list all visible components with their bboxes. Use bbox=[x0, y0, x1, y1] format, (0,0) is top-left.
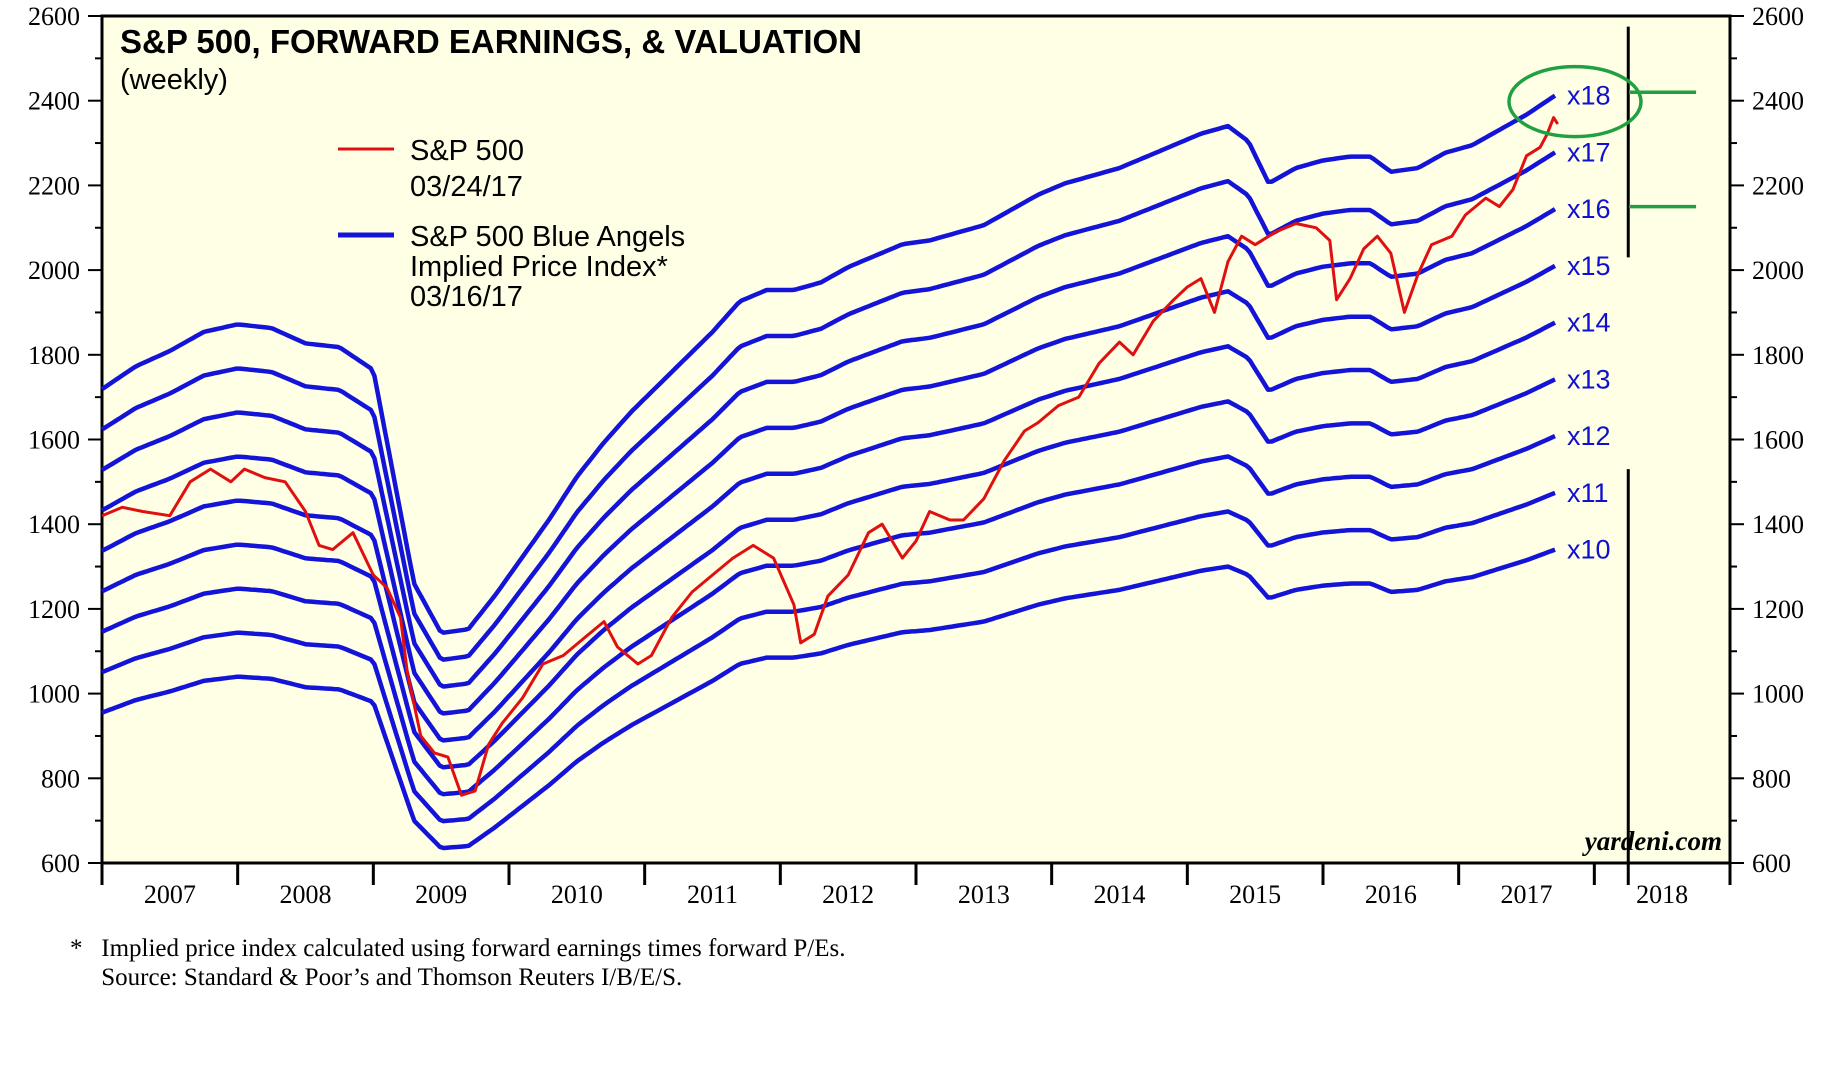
blue-angels-line-x16 bbox=[100, 207, 1557, 689]
multiple-label-x12: x12 bbox=[1567, 421, 1611, 451]
legend-label-blue-angels: S&P 500 Blue Angels bbox=[410, 221, 685, 253]
multiple-label-x15: x15 bbox=[1567, 251, 1611, 281]
plot-area bbox=[100, 14, 1732, 865]
y-tick-label-right: 1600 bbox=[1752, 426, 1804, 455]
multiple-label-x13: x13 bbox=[1567, 364, 1611, 394]
y-tick-label-left: 1600 bbox=[28, 426, 80, 455]
y-tick-label-right: 1800 bbox=[1752, 341, 1804, 370]
blue-angels-line-x12 bbox=[101, 434, 1556, 797]
y-tick-label-right: 600 bbox=[1752, 849, 1791, 878]
y-tick-label-right: 2000 bbox=[1752, 256, 1804, 285]
y-tick-label-left: 1000 bbox=[28, 680, 80, 709]
y-tick-label-left: 1400 bbox=[28, 510, 80, 539]
y-tick-label-right: 2400 bbox=[1752, 87, 1804, 116]
blue-angels-line-x14 bbox=[100, 320, 1557, 743]
footnote-1: * Implied price index calculated using f… bbox=[70, 935, 846, 962]
chart-subtitle: (weekly) bbox=[120, 64, 228, 96]
watermark: yardeni.com bbox=[1582, 826, 1722, 856]
multiple-label-x16: x16 bbox=[1567, 194, 1611, 224]
y-tick-label-right: 1000 bbox=[1752, 680, 1804, 709]
legend-date-sp500: 03/24/17 bbox=[410, 171, 523, 203]
x-tick-label: 2010 bbox=[551, 880, 603, 909]
y-tick-label-left: 1800 bbox=[28, 341, 80, 370]
y-tick-label-left: 2200 bbox=[28, 171, 80, 200]
multiple-label-x10: x10 bbox=[1567, 535, 1611, 565]
blue-angels-lines: x10 x11 x12 x13 x14 x15 x16 x17 x18 bbox=[100, 81, 1611, 851]
blue-angels-line-x13 bbox=[101, 377, 1556, 770]
sp500-line-group bbox=[101, 116, 1559, 797]
blue-angels-line-x15 bbox=[100, 263, 1557, 716]
chart-title: S&P 500, FORWARD EARNINGS, & VALUATION bbox=[120, 23, 862, 60]
footnote-2: Source: Standard & Poor’s and Thomson Re… bbox=[70, 964, 683, 991]
y-tick-label-left: 1200 bbox=[28, 595, 80, 624]
y-tick-label-right: 800 bbox=[1752, 764, 1791, 793]
legend-label-sp500: S&P 500 bbox=[410, 135, 524, 167]
legend-date-blue-angels: 03/16/17 bbox=[410, 281, 523, 313]
x-tick-label: 2015 bbox=[1229, 880, 1281, 909]
y-tick-label-right: 1200 bbox=[1752, 595, 1804, 624]
annotations bbox=[1507, 26, 1697, 885]
x-tick-label: 2014 bbox=[1094, 880, 1146, 909]
x-tick-label: 2009 bbox=[415, 880, 467, 909]
x-tick-label: 2013 bbox=[958, 880, 1010, 909]
blue-angels-line-x11 bbox=[101, 490, 1556, 824]
x-tick-label: 2012 bbox=[822, 880, 874, 909]
x-tick-label: 2016 bbox=[1365, 880, 1417, 909]
blue-angels-line-x10 bbox=[101, 547, 1556, 851]
x-tick-label: 2011 bbox=[687, 880, 738, 909]
y-tick-label-left: 2000 bbox=[28, 256, 80, 285]
x-tick-label: 2017 bbox=[1501, 880, 1553, 909]
y-tick-label-left: 800 bbox=[41, 764, 80, 793]
y-tick-label-right: 2600 bbox=[1752, 2, 1804, 31]
blue-angels-line-x18 bbox=[100, 93, 1557, 635]
y-tick-label-left: 2400 bbox=[28, 87, 80, 116]
axes: 600 600 800 800 1000 1000 1200 1200 1400 1400 1600… bbox=[28, 2, 1804, 909]
legend-label-implied: Implied Price Index* bbox=[410, 251, 668, 283]
y-tick-label-left: 600 bbox=[41, 849, 80, 878]
multiple-label-x14: x14 bbox=[1567, 308, 1611, 338]
multiple-label-x18: x18 bbox=[1567, 81, 1611, 111]
legend: S&P 500 03/24/17 S&P 500 Blue Angels Imp… bbox=[338, 135, 685, 313]
y-tick-label-right: 2200 bbox=[1752, 171, 1804, 200]
x-tick-label: 2007 bbox=[144, 880, 196, 909]
multiple-label-x11: x11 bbox=[1567, 478, 1609, 508]
x-tick-label: 2018 bbox=[1636, 880, 1688, 909]
x-tick-label: 2008 bbox=[280, 880, 332, 909]
multiple-label-x17: x17 bbox=[1567, 137, 1611, 167]
sp500-line bbox=[101, 116, 1559, 797]
y-tick-label-left: 2600 bbox=[28, 2, 80, 31]
highlight-circle bbox=[1507, 64, 1643, 139]
blue-angels-line-x17 bbox=[100, 150, 1557, 662]
y-tick-label-right: 1400 bbox=[1752, 510, 1804, 539]
